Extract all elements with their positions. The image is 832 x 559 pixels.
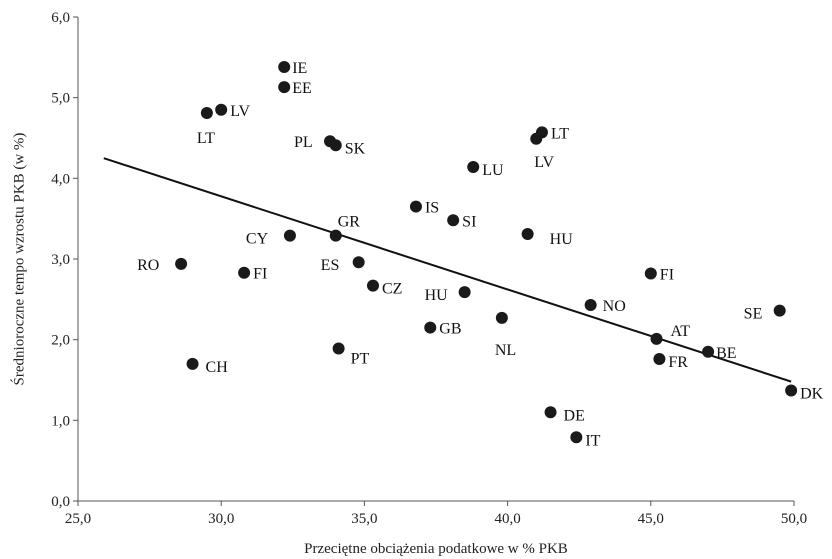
x-tick-label: 35,0 [351, 511, 377, 527]
point-label: RO [137, 257, 159, 274]
data-point [238, 266, 251, 279]
point-label: FI [253, 266, 267, 283]
x-axis-title: Przeciętne obciążenia podatkowe w % PKB [304, 541, 568, 557]
point-label: GR [338, 214, 361, 231]
axes [77, 17, 794, 502]
y-tick-label: 2,0 [51, 333, 70, 349]
point-label: SE [744, 306, 763, 323]
data-point [544, 406, 557, 419]
point-label: IS [425, 200, 439, 217]
data-point [702, 345, 715, 358]
point-label: PT [351, 351, 370, 368]
point-label: ES [321, 257, 340, 274]
point-label: HU [550, 231, 574, 248]
data-point [495, 311, 508, 324]
data-point [366, 279, 379, 292]
point-label: DK [800, 385, 824, 402]
point-label: AT [671, 323, 691, 340]
data-point [215, 103, 228, 116]
data-point [409, 200, 422, 213]
x-ticks: 25,0 30,0 35,0 40,0 45,0 50,0 [65, 501, 807, 527]
data-point [570, 431, 583, 444]
data-point [644, 267, 657, 280]
data-point [447, 214, 460, 227]
point-label: LV [534, 154, 554, 171]
point-label: HU [425, 287, 449, 304]
point-labels: IE EE LV LT PL SK LT LV LU IS SI HU CY GR RO FI ES CZ HU FI… [137, 60, 824, 449]
data-point [200, 106, 213, 119]
point-label: GB [439, 321, 461, 338]
point-label: CZ [382, 281, 402, 298]
x-tick-label: 25,0 [65, 511, 91, 527]
data-point [773, 304, 786, 317]
y-ticks: 0,0 1,0 2,0 3,0 4,0 5,0 6,0 [51, 10, 78, 510]
x-tick-label: 40,0 [494, 511, 520, 527]
x-tick-label: 30,0 [208, 511, 234, 527]
point-label: PL [294, 134, 313, 151]
x-tick-label: 45,0 [638, 511, 664, 527]
data-point [458, 286, 471, 299]
y-axis-title: Średnioroczne tempo wzrostu PKB (w %) [10, 133, 27, 386]
data-point [329, 229, 342, 242]
data-point [467, 161, 480, 174]
point-label: LU [482, 162, 504, 179]
data-point [352, 256, 365, 269]
point-label: IT [585, 432, 600, 449]
y-tick-label: 6,0 [51, 10, 70, 26]
point-label: SK [345, 140, 366, 157]
data-point [785, 384, 798, 397]
data-point [424, 321, 437, 334]
data-point [650, 332, 663, 345]
data-point [278, 61, 291, 74]
trend-line [103, 157, 792, 383]
point-label: FI [660, 267, 674, 284]
data-point [530, 132, 543, 145]
point-label: CY [246, 231, 269, 248]
point-label: LV [230, 103, 250, 120]
data-point [329, 139, 342, 152]
data-point [332, 342, 345, 355]
data-point [186, 357, 199, 370]
y-tick-label: 4,0 [51, 171, 70, 187]
x-tick-label: 50,0 [781, 511, 807, 527]
point-label: SI [462, 213, 476, 230]
data-point [584, 298, 597, 311]
point-label: CH [206, 359, 229, 376]
data-point [278, 81, 291, 94]
data-point [521, 227, 534, 240]
data-point [653, 353, 666, 366]
y-tick-label: 3,0 [51, 252, 70, 268]
point-label: NO [603, 298, 626, 315]
data-points [175, 61, 798, 444]
point-label: NL [495, 342, 516, 359]
point-label: DE [564, 407, 585, 424]
y-tick-label: 1,0 [51, 413, 70, 429]
data-point [175, 257, 188, 270]
point-label: FR [668, 354, 688, 371]
data-point [283, 229, 296, 242]
y-tick-label: 5,0 [51, 91, 70, 107]
y-tick-label: 0,0 [51, 494, 70, 510]
point-label: IE [292, 60, 307, 77]
point-label: LT [551, 125, 569, 142]
point-label: EE [292, 80, 312, 97]
point-label: LT [197, 130, 215, 147]
point-label: BE [716, 345, 736, 362]
